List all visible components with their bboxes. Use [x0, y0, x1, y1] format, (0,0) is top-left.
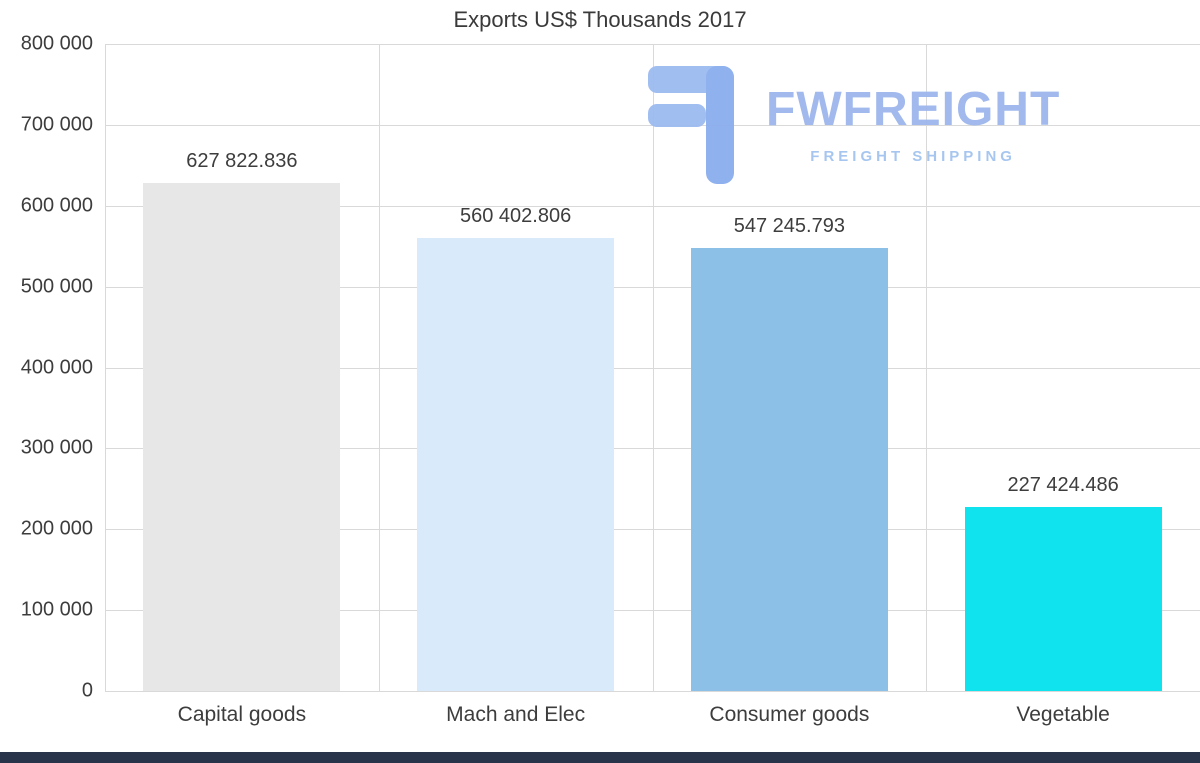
x-category-label-vegetable: Vegetable	[1016, 703, 1110, 726]
bar-consumer-goods[interactable]	[690, 248, 888, 691]
y-tick-label: 0	[81, 679, 93, 702]
chart-title: Exports US$ Thousands 2017	[453, 7, 747, 32]
y-tick-label: 600 000	[20, 194, 93, 217]
fwfreight-logo-icon	[648, 64, 738, 191]
brand-watermark: FWFREIGHT FREIGHT SHIPPING	[648, 64, 1060, 191]
logo-text-block: FWFREIGHT FREIGHT SHIPPING	[766, 64, 1061, 166]
x-axis: Capital goods Mach and Elec Consumer goods…	[105, 703, 1200, 727]
category-column-mach-and-elec: 560 402.806	[378, 44, 653, 691]
brand-tagline: FREIGHT SHIPPING	[810, 148, 1016, 165]
brand-name: FWFREIGHT	[766, 83, 1061, 136]
x-category-label-capital-goods: Capital goods	[177, 703, 307, 726]
category-column-vegetable: 227 424.486	[926, 44, 1200, 691]
v-gridline	[378, 44, 380, 691]
y-tick-label: 800 000	[20, 32, 93, 55]
bar-mach-and-elec[interactable]	[417, 237, 615, 691]
x-category-label-consumer-goods: Consumer goods	[709, 703, 870, 726]
bar-capital-goods[interactable]	[143, 183, 341, 691]
y-tick-label: 500 000	[20, 275, 93, 298]
footer-strip	[0, 752, 1200, 763]
category-column-consumer-goods: 547 245.793	[652, 44, 927, 691]
bar-vegetable[interactable]	[964, 507, 1162, 691]
h-gridline	[105, 691, 1200, 692]
y-tick-label: 700 000	[20, 113, 93, 136]
plot-area: 627 822.836 560 402.806 547 245.793 227 424…	[105, 44, 1200, 692]
bar-value-label: 547 245.793	[733, 215, 845, 238]
y-tick-label: 100 000	[20, 598, 93, 621]
v-gridline	[652, 44, 654, 691]
bar-value-label: 227 424.486	[1007, 474, 1119, 497]
v-gridline	[926, 44, 928, 691]
x-category-label-mach-and-elec: Mach and Elec	[446, 703, 586, 726]
y-tick-label: 400 000	[20, 356, 93, 378]
v-gridline	[105, 44, 106, 691]
y-axis: 800 000 700 000 600 000 500 000 400 000 300 0…	[0, 33, 105, 702]
y-tick-label: 200 000	[20, 517, 93, 540]
bar-value-label: 627 822.836	[186, 150, 298, 173]
category-column-capital-goods: 627 822.836	[105, 44, 379, 691]
y-tick-label: 300 000	[20, 436, 93, 459]
bar-value-label: 560 402.806	[460, 204, 572, 227]
